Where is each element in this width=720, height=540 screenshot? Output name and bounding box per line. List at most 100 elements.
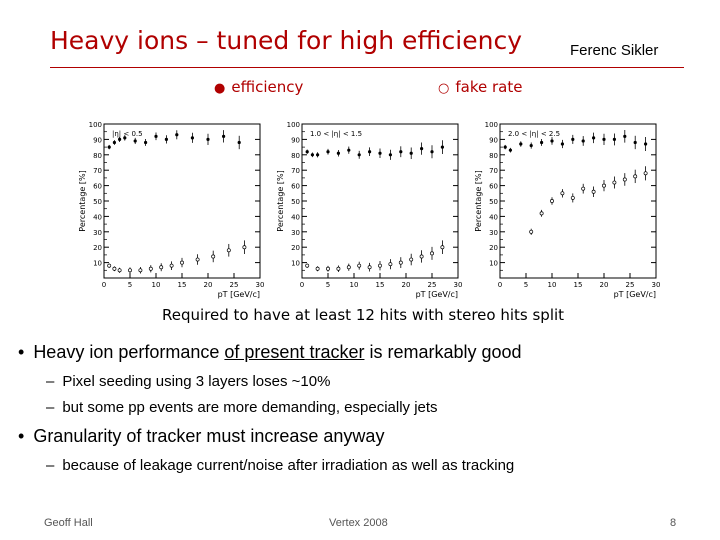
author-name: Ferenc Sikler <box>570 42 659 59</box>
efficiency-point <box>602 137 606 141</box>
x-tick-label: 20 <box>600 281 609 289</box>
y-tick-label: 70 <box>93 167 102 175</box>
dash-icon: – <box>46 457 55 474</box>
fake-rate-point <box>622 177 627 182</box>
y-tick-label: 10 <box>489 260 498 268</box>
efficiency-point <box>388 153 392 157</box>
fake-rate-point <box>357 263 362 268</box>
sub-bullet-pixel-seeding-text: Pixel seeding using 3 layers loses ~10% <box>62 373 331 390</box>
fake-rate-point <box>388 262 393 267</box>
fake-rate-point <box>581 186 586 191</box>
efficiency-point <box>237 140 241 145</box>
fake-rate-point <box>148 266 153 271</box>
bullet-granularity: • Granularity of tracker must increase an… <box>18 426 384 447</box>
plot-frame <box>499 123 657 279</box>
fake-rate-point <box>409 257 414 262</box>
fake-rate-point <box>440 245 445 250</box>
open-circle-icon: ○ <box>438 81 450 96</box>
fake-rate-point <box>419 254 424 259</box>
efficiency-point <box>305 150 309 154</box>
fake-rate-point <box>242 245 247 250</box>
efficiency-point <box>336 151 340 155</box>
fake-rate-point <box>305 263 310 268</box>
fake-rate-point <box>112 266 117 271</box>
efficiency-point <box>592 136 596 140</box>
efficiency-point <box>310 153 314 157</box>
fake-rate-point <box>591 189 596 194</box>
plot-caption: Required to have at least 12 hits with s… <box>162 306 565 324</box>
bullet-granularity-text: Granularity of tracker must increase any… <box>33 426 385 446</box>
y-tick-label: 80 <box>291 152 300 160</box>
sub-bullet-leakage: – because of leakage current/noise after … <box>46 457 514 474</box>
sub-bullet-leakage-text: because of leakage current/noise after i… <box>62 457 515 474</box>
y-tick-label: 100 <box>485 121 498 129</box>
efficiency-point <box>581 139 585 143</box>
efficiency-point <box>190 136 194 140</box>
fake-rate-point <box>138 268 143 273</box>
x-tick-label: 5 <box>128 281 132 289</box>
y-tick-label: 60 <box>93 183 102 191</box>
y-tick-label: 90 <box>93 136 102 144</box>
fake-rate-point <box>315 266 320 271</box>
sub-bullet-pp-events: – but some pp events are more demanding, … <box>46 399 438 416</box>
efficiency-point <box>503 145 507 149</box>
y-tick-label: 50 <box>489 198 498 206</box>
eta-range-label: 2.0 < |η| < 2.5 <box>508 130 560 138</box>
y-tick-label: 60 <box>489 183 498 191</box>
x-tick-label: 10 <box>350 281 359 289</box>
efficiency-point <box>430 150 434 154</box>
efficiency-point <box>118 137 122 141</box>
x-tick-label: 15 <box>574 281 583 289</box>
fake-rate-point <box>117 268 122 273</box>
y-tick-label: 30 <box>93 229 102 237</box>
x-axis-label: pT [GeV/c] <box>218 290 260 299</box>
x-tick-label: 0 <box>102 281 106 289</box>
efficiency-point <box>133 139 137 143</box>
y-tick-label: 80 <box>489 152 498 160</box>
plot-frame <box>103 123 261 279</box>
efficiency-point <box>508 148 512 152</box>
efficiency-point <box>550 139 554 143</box>
legend-efficiency-label: efficiency <box>231 78 304 96</box>
fake-rate-point <box>398 260 403 265</box>
efficiency-point <box>571 137 575 141</box>
fake-rate-point <box>346 265 351 270</box>
y-tick-label: 80 <box>93 152 102 160</box>
fake-rate-point <box>378 263 382 268</box>
sub-bullet-pixel-seeding: – Pixel seeding using 3 layers loses ~10% <box>46 373 330 390</box>
efficiency-point <box>399 150 403 154</box>
y-tick-label: 20 <box>291 244 300 252</box>
bullet-performance-underlined: of present tracker <box>224 342 365 362</box>
fake-rate-point <box>570 195 575 200</box>
y-tick-label: 10 <box>93 260 102 268</box>
x-tick-label: 0 <box>300 281 304 289</box>
plot-frame <box>301 123 459 279</box>
y-tick-label: 90 <box>291 136 300 144</box>
x-tick-label: 30 <box>454 281 463 289</box>
fake-rate-point <box>602 183 606 188</box>
fake-rate-point <box>128 268 132 273</box>
x-tick-label: 0 <box>498 281 502 289</box>
x-axis-label: pT [GeV/c] <box>614 290 656 299</box>
fake-rate-point <box>195 257 200 262</box>
x-tick-label: 20 <box>204 281 213 289</box>
efficiency-point <box>144 140 148 145</box>
efficiency-point <box>326 150 330 154</box>
legend-fake-rate: ○ fake rate <box>438 78 522 96</box>
fake-rate-point <box>539 211 544 216</box>
fake-rate-point <box>326 266 330 271</box>
fake-rate-point <box>211 254 216 259</box>
fake-rate-point <box>430 251 434 256</box>
eta-range-label: |η| < 0.5 <box>112 130 143 138</box>
bullet-performance: • Heavy ion performance of present tracke… <box>18 342 522 363</box>
efficiency-point <box>347 148 351 152</box>
efficiency-point <box>112 140 116 145</box>
efficiency-point <box>222 134 226 138</box>
fake-rate-point <box>643 171 648 176</box>
dash-icon: – <box>46 399 55 416</box>
bullet-performance-post: is remarkably good <box>364 342 522 362</box>
fake-rate-point <box>633 174 638 179</box>
legend-efficiency: ● efficiency <box>214 78 303 96</box>
